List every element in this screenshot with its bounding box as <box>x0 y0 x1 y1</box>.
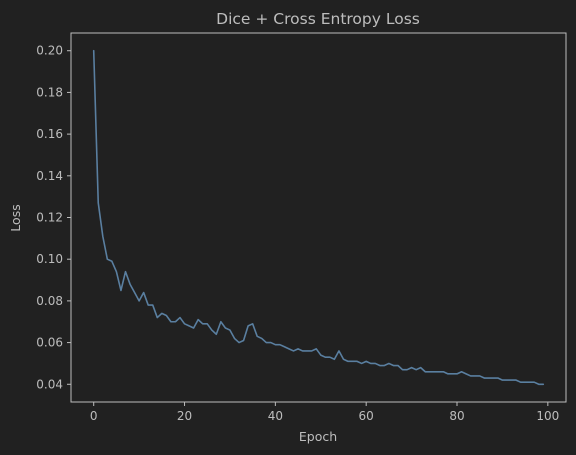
y-tick-label: 0.20 <box>36 44 63 58</box>
x-axis: 0 20 40 60 80 100 <box>90 402 559 423</box>
y-tick-label: 0.06 <box>36 336 63 350</box>
y-tick-label: 0.08 <box>36 294 63 308</box>
chart-title: Dice + Cross Entropy Loss <box>216 10 420 28</box>
y-tick-label: 0.10 <box>36 252 63 266</box>
x-tick-label: 80 <box>449 409 464 423</box>
y-axis-label: Loss <box>8 204 23 231</box>
y-tick-label: 0.04 <box>36 377 63 391</box>
x-tick-label: 60 <box>359 409 374 423</box>
x-axis-label: Epoch <box>299 429 337 444</box>
x-tick-label: 100 <box>536 409 559 423</box>
y-tick-label: 0.16 <box>36 127 63 141</box>
x-tick-label: 40 <box>268 409 283 423</box>
loss-series-line <box>92 49 545 386</box>
x-tick-label: 20 <box>177 409 192 423</box>
y-axis: 0.04 0.06 0.08 0.10 0.12 0.14 0.16 0.18 0.20 <box>36 44 71 391</box>
y-tick-label: 0.14 <box>36 169 63 183</box>
series-layer <box>92 49 545 386</box>
y-tick-label: 0.12 <box>36 211 63 225</box>
x-tick-label: 0 <box>90 409 98 423</box>
y-tick-label: 0.18 <box>36 85 63 99</box>
